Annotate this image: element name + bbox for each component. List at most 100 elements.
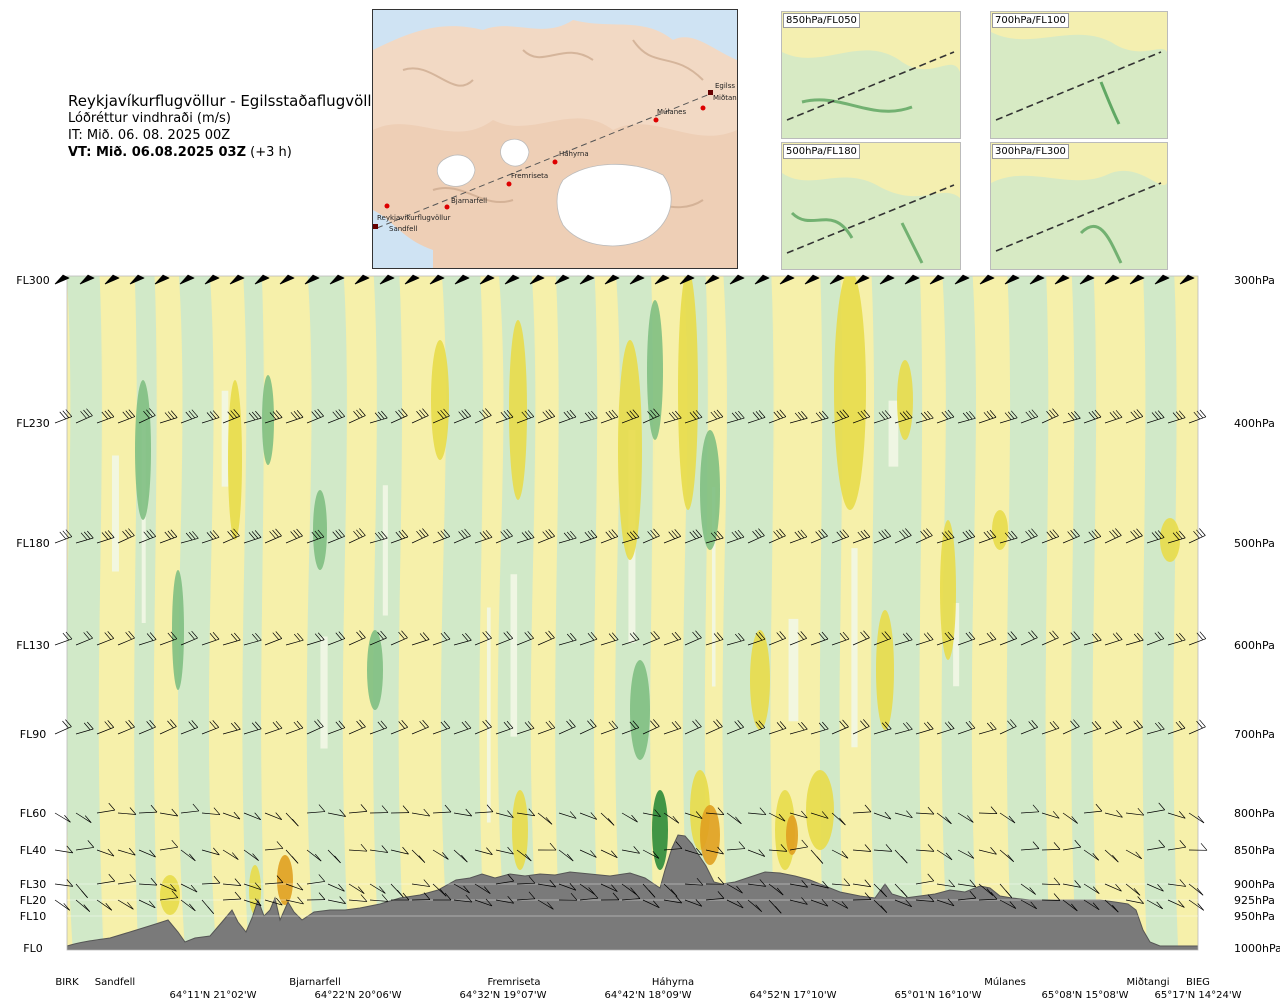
- wind-barb: [138, 804, 158, 814]
- wind-barb: [1125, 849, 1142, 860]
- wind-barb: [453, 883, 470, 894]
- wind-barb: [852, 409, 871, 424]
- wind-barb: [1179, 274, 1195, 285]
- wind-barb: [1062, 899, 1078, 912]
- wind-barb: [904, 274, 920, 285]
- wind-barb: [222, 878, 242, 886]
- y-label-right-10: 1000hPa: [1234, 942, 1280, 955]
- field-band: [479, 276, 504, 950]
- wind-barb: [810, 410, 829, 424]
- wind-barb: [285, 896, 304, 905]
- wind-barb: [75, 530, 94, 544]
- wind-barb: [1062, 812, 1078, 824]
- wind-barb: [138, 849, 156, 858]
- wind-barb: [768, 528, 786, 544]
- wind-barb: [831, 631, 850, 646]
- wind-barb: [201, 899, 214, 914]
- y-label-right-8: 925hPa: [1234, 894, 1275, 907]
- y-label-left-10: FL0: [23, 942, 42, 955]
- wind-barb: [1188, 528, 1206, 544]
- wind-barb: [379, 274, 395, 285]
- wind-barb: [54, 899, 71, 911]
- field-core-6: [618, 340, 642, 560]
- wind-barb: [873, 631, 892, 646]
- wind-barb: [96, 409, 115, 424]
- field-core-13: [940, 520, 956, 660]
- wind-barb: [1146, 802, 1165, 814]
- mini-map-850-label: 850hPa/FL050: [783, 13, 860, 28]
- field-neutral-streak: [221, 390, 229, 487]
- wind-barb: [894, 810, 913, 819]
- y-label-right-5: 800hPa: [1234, 807, 1275, 820]
- wind-barb: [243, 898, 262, 906]
- field-core-24: [277, 855, 293, 905]
- wind-barb: [79, 274, 95, 285]
- field-band: [67, 276, 106, 950]
- wind-barb: [117, 899, 134, 910]
- wind-barb: [1041, 720, 1060, 735]
- wind-barb: [180, 849, 196, 862]
- x-coord-label-4: 64°52'N 17°10'W: [750, 990, 837, 1001]
- wind-barb: [432, 883, 447, 897]
- wind-barb: [894, 528, 912, 544]
- wind-barb: [159, 890, 179, 901]
- wind-barb: [768, 883, 784, 896]
- field-band: [941, 276, 979, 950]
- level-lines: [67, 883, 1198, 917]
- wind-barb: [684, 847, 703, 856]
- wind-barb: [873, 410, 892, 424]
- wind-barb: [285, 632, 304, 646]
- field-band: [971, 276, 1013, 950]
- x-waypoint-label-5: Múlanes: [984, 976, 1026, 988]
- wind-barb: [1167, 530, 1186, 544]
- wind-barb: [936, 631, 955, 646]
- waypoint-bjarnarfell: Bjarnarfell: [451, 197, 487, 205]
- wind-barb: [747, 631, 766, 646]
- field-core-18: [806, 770, 834, 850]
- wind-barb: [432, 720, 451, 735]
- wind-barb: [306, 874, 326, 885]
- wind-barb: [369, 410, 388, 424]
- wind-barb: [852, 630, 870, 646]
- wind-barb: [642, 809, 661, 817]
- wind-barb: [957, 890, 977, 901]
- field-band: [555, 276, 600, 950]
- wind-barb: [327, 809, 346, 817]
- y-label-left-4: FL90: [20, 728, 46, 741]
- wind-barb: [54, 879, 74, 887]
- field-band: [343, 276, 380, 950]
- wind-barb: [516, 721, 535, 735]
- wind-barb: [600, 529, 619, 544]
- wind-barb: [264, 812, 282, 820]
- wind-barb: [810, 849, 824, 864]
- y-label-right-6: 850hPa: [1234, 844, 1275, 857]
- mini-map-300-svg: [991, 143, 1167, 269]
- wind-barb: [96, 802, 116, 814]
- wind-barb: [327, 409, 346, 424]
- field-core-27: [512, 790, 528, 870]
- wind-barb: [779, 274, 795, 285]
- field-core-25: [160, 875, 180, 915]
- wind-barb: [978, 883, 994, 896]
- wind-barb: [537, 899, 554, 910]
- mini-map-700-label: 700hPa/FL100: [992, 13, 1069, 28]
- wind-barb: [558, 719, 576, 735]
- field-core-17: [876, 610, 894, 730]
- wind-barb: [1167, 410, 1186, 424]
- wind-barb: [474, 847, 493, 855]
- wind-barb: [936, 721, 955, 735]
- x-waypoint-label-2: Bjarnarfell: [289, 977, 341, 988]
- wind-barb: [180, 883, 198, 893]
- wind-barbs: [54, 274, 1208, 914]
- wind-barb: [201, 720, 220, 735]
- wind-barb: [705, 719, 723, 735]
- field-core-23: [786, 815, 798, 855]
- wind-barb: [154, 274, 170, 285]
- y-label-right-4: 700hPa: [1234, 728, 1275, 741]
- wind-barb: [936, 898, 955, 907]
- wind-barb: [1083, 529, 1102, 544]
- wind-barb: [264, 841, 284, 851]
- wind-barb: [810, 898, 829, 907]
- wind-barb: [369, 845, 389, 853]
- wind-barb: [747, 849, 766, 857]
